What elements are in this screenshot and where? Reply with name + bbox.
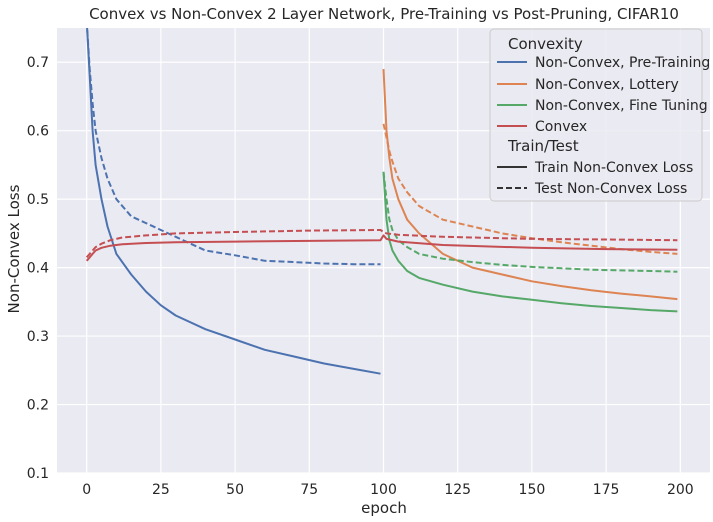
y-tick-labels: 0.1 0.2 0.3 0.4 0.5 0.6 0.7 bbox=[27, 55, 49, 482]
legend-box bbox=[489, 28, 703, 202]
legend-label-convex: Convex bbox=[535, 119, 587, 135]
legend-style-title: Train/Test bbox=[507, 137, 579, 155]
x-tick-label: 150 bbox=[519, 482, 546, 498]
series-line-non-convex-fine-tuning-test bbox=[382, 171, 678, 273]
chart-title: Convex vs Non-Convex 2 Layer Network, Pr… bbox=[89, 5, 679, 23]
x-axis-label: epoch bbox=[361, 499, 407, 517]
legend: Convexity Non-Convex, Pre-Training Non-C… bbox=[489, 28, 710, 202]
x-tick-label: 125 bbox=[444, 482, 471, 498]
legend-label-pretraining: Non-Convex, Pre-Training bbox=[535, 55, 710, 71]
legend-label-test: Test Non-Convex Loss bbox=[534, 181, 687, 197]
series-line-non-convex-pre-training-train bbox=[86, 28, 381, 375]
series-line-convex-test bbox=[85, 229, 678, 258]
series-line-convex-train bbox=[85, 234, 678, 262]
x-tick-labels: 0 25 50 75 100 125 150 175 200 bbox=[82, 482, 693, 498]
y-tick-label: 0.2 bbox=[27, 398, 49, 414]
x-tick-label: 75 bbox=[300, 482, 318, 498]
x-tick-label: 175 bbox=[593, 482, 620, 498]
y-tick-label: 0.1 bbox=[27, 466, 49, 482]
x-tick-label: 50 bbox=[226, 482, 244, 498]
legend-label-train: Train Non-Convex Loss bbox=[534, 160, 693, 176]
x-tick-label: 100 bbox=[370, 482, 397, 498]
y-tick-label: 0.4 bbox=[27, 261, 49, 277]
legend-label-lottery: Non-Convex, Lottery bbox=[535, 77, 679, 93]
legend-hue-title: Convexity bbox=[508, 35, 583, 53]
y-tick-label: 0.6 bbox=[27, 124, 49, 140]
series-line-non-convex-pre-training-test bbox=[86, 28, 381, 266]
series-line-non-convex-fine-tuning-train bbox=[382, 171, 678, 313]
series-line-non-convex-lottery-test bbox=[382, 123, 678, 255]
y-tick-label: 0.3 bbox=[27, 329, 49, 345]
y-axis-label: Non-Convex Loss bbox=[5, 184, 23, 313]
legend-label-finetuning: Non-Convex, Fine Tuning bbox=[535, 98, 708, 114]
y-tick-label: 0.5 bbox=[27, 192, 49, 208]
x-tick-label: 0 bbox=[82, 482, 91, 498]
y-tick-label: 0.7 bbox=[27, 55, 49, 71]
x-tick-label: 25 bbox=[152, 482, 170, 498]
series-lines bbox=[85, 28, 678, 375]
series-line-non-convex-lottery-train bbox=[382, 69, 678, 301]
x-tick-label: 200 bbox=[667, 482, 694, 498]
